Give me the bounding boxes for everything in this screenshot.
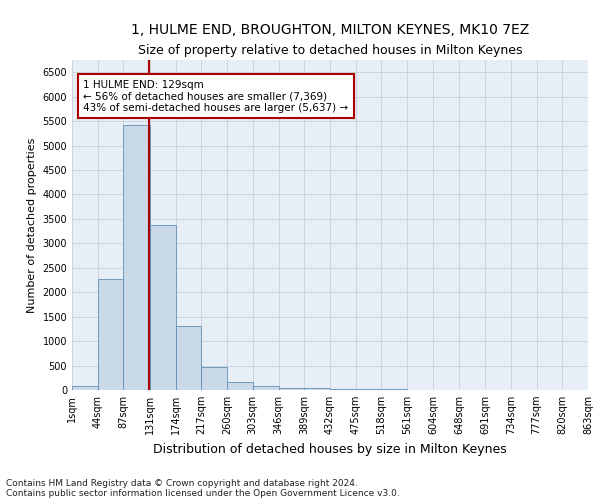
Bar <box>253 386 278 390</box>
Bar <box>227 382 253 390</box>
Bar <box>304 388 330 390</box>
Bar <box>150 225 176 390</box>
Bar <box>330 388 356 390</box>
Bar <box>72 386 98 390</box>
Text: Contains HM Land Registry data © Crown copyright and database right 2024.: Contains HM Land Registry data © Crown c… <box>6 478 358 488</box>
Bar <box>176 326 201 390</box>
Bar <box>124 125 150 390</box>
Y-axis label: Number of detached properties: Number of detached properties <box>27 138 37 312</box>
Bar <box>201 366 227 390</box>
Bar <box>98 278 124 390</box>
X-axis label: Distribution of detached houses by size in Milton Keynes: Distribution of detached houses by size … <box>153 442 507 456</box>
Bar <box>356 389 382 390</box>
Text: Contains public sector information licensed under the Open Government Licence v3: Contains public sector information licen… <box>6 488 400 498</box>
Text: 1 HULME END: 129sqm
← 56% of detached houses are smaller (7,369)
43% of semi-det: 1 HULME END: 129sqm ← 56% of detached ho… <box>83 80 349 113</box>
Title: Size of property relative to detached houses in Milton Keynes: Size of property relative to detached ho… <box>138 44 522 58</box>
Bar <box>278 388 304 390</box>
Text: 1, HULME END, BROUGHTON, MILTON KEYNES, MK10 7EZ: 1, HULME END, BROUGHTON, MILTON KEYNES, … <box>131 22 529 36</box>
